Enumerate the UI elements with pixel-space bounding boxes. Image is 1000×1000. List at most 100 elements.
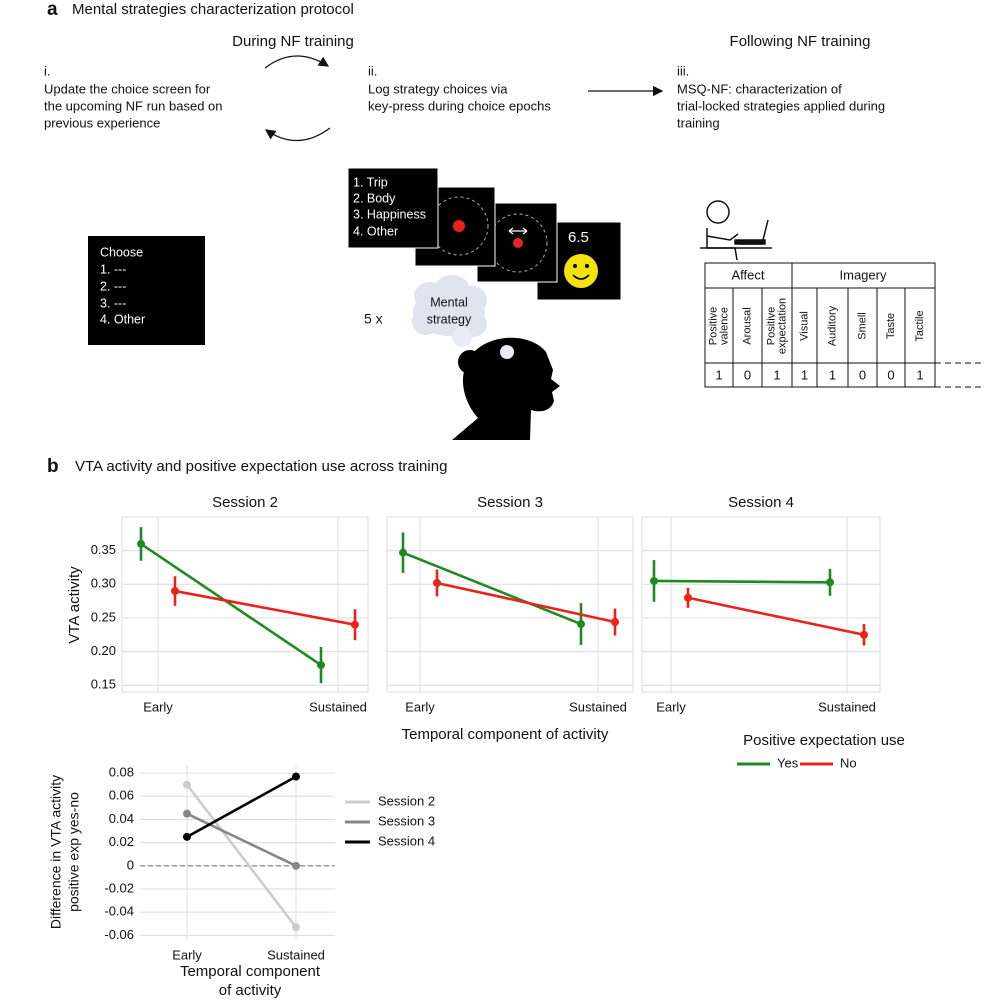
legend-label: Session 4 xyxy=(378,833,435,848)
table-group: Affect xyxy=(731,267,764,282)
cloud-text: Mental xyxy=(430,295,468,309)
strategy-screen xyxy=(347,167,439,249)
y-axis-label: Difference in VTA activity xyxy=(48,775,64,929)
step-text: trial-locked strategies applied during xyxy=(677,98,885,113)
table-column: Tactile xyxy=(914,310,926,341)
point xyxy=(433,578,441,587)
cycle-arrow xyxy=(264,127,331,142)
y-tick-label: 0.06 xyxy=(109,788,134,803)
step-text: the upcoming NF run based on xyxy=(44,98,223,113)
y-tick-label: 0.08 xyxy=(109,765,134,780)
screen-text: 1. --- xyxy=(100,262,126,276)
series-line xyxy=(186,812,297,868)
table-cell: 1 xyxy=(715,367,722,382)
series-line xyxy=(186,775,297,838)
smiley-eye xyxy=(573,264,577,268)
heading: Following NF training xyxy=(730,33,871,50)
series-line xyxy=(140,542,322,667)
panel-title: Mental strategies characterization proto… xyxy=(72,1,354,18)
y-tick-label: 0.35 xyxy=(91,542,116,557)
table-column: valence xyxy=(718,307,730,345)
x-tick-label: Sustained xyxy=(309,699,367,714)
point xyxy=(399,548,407,557)
table-cell: 1 xyxy=(916,367,923,382)
table-column: expectation xyxy=(776,298,788,354)
step-number: i. xyxy=(44,63,51,78)
point xyxy=(292,861,300,870)
y-axis-label: VTA activity xyxy=(66,566,83,644)
feedback-value: 6.5 xyxy=(568,229,589,246)
y-axis-label: positive exp yes-no xyxy=(66,792,82,912)
table-group: Imagery xyxy=(840,267,887,282)
table-grid xyxy=(704,262,985,388)
series-line xyxy=(436,581,616,624)
smiley xyxy=(564,254,598,288)
table-column: Positive xyxy=(707,307,719,346)
table-column: Taste xyxy=(885,313,897,339)
table-cell: 1 xyxy=(773,367,780,382)
legend-title: Positive expectation use xyxy=(743,732,905,749)
y-tick-label: 0.30 xyxy=(91,576,116,591)
point xyxy=(611,618,619,626)
cloud-text: strategy xyxy=(427,312,472,326)
target-dot xyxy=(453,220,465,232)
table-cell: 1 xyxy=(829,367,836,382)
screen-text: 3. Happiness xyxy=(353,207,426,221)
point xyxy=(684,593,692,602)
plot-frame xyxy=(641,516,881,693)
y-tick-label: 0.02 xyxy=(109,834,134,849)
cycle-arrow xyxy=(264,55,330,69)
x-axis-label: of activity xyxy=(219,982,282,999)
step-text: Log strategy choices via xyxy=(368,81,508,96)
series-line xyxy=(653,579,831,584)
point xyxy=(183,809,191,818)
screen-text: 2. --- xyxy=(100,279,126,293)
table-cell: 0 xyxy=(859,367,866,382)
legend-label: Session 3 xyxy=(378,813,435,828)
point xyxy=(137,539,145,548)
point xyxy=(292,772,300,781)
plot-frame xyxy=(386,516,634,693)
x-axis-label: Temporal component xyxy=(180,963,321,980)
thought-bubble xyxy=(500,345,514,359)
x-tick-label: Sustained xyxy=(267,947,325,962)
point xyxy=(860,630,868,639)
chart-title: Session 4 xyxy=(728,494,794,511)
screen-text: 1. Trip xyxy=(353,175,388,189)
y-tick-label: 0.20 xyxy=(91,643,116,658)
point xyxy=(351,620,359,629)
step-text: MSQ-NF: characterization of xyxy=(677,81,842,96)
x-tick-label: Early xyxy=(172,947,202,962)
y-tick-label: 0 xyxy=(127,857,134,872)
ponytail xyxy=(458,350,482,374)
y-tick-label: -0.02 xyxy=(104,880,134,895)
y-tick-label: -0.06 xyxy=(104,927,134,942)
chart-title: Session 3 xyxy=(477,494,543,511)
thought-cloud xyxy=(412,275,487,337)
point xyxy=(183,832,191,841)
y-tick-label: 0.15 xyxy=(91,677,116,692)
screen-text: 4. Other xyxy=(100,312,145,326)
x-tick-label: Early xyxy=(656,699,686,714)
step-text: key-press during choice epochs xyxy=(368,98,551,113)
table-cell: 0 xyxy=(887,367,894,382)
point xyxy=(183,780,191,789)
x-tick-label: Early xyxy=(143,699,173,714)
thought-bubble xyxy=(452,327,472,347)
legend-label: Yes xyxy=(777,755,799,770)
table-column: Arousal xyxy=(741,307,753,344)
person-icon xyxy=(700,200,772,261)
screen-text: 3. --- xyxy=(100,296,126,310)
panel-title: VTA activity and positive expectation us… xyxy=(75,458,447,475)
point xyxy=(171,587,179,596)
screen-text: 4. Other xyxy=(353,224,398,238)
heading: During NF training xyxy=(232,33,354,50)
plot-frame xyxy=(121,516,369,693)
table-column: Auditory xyxy=(826,305,838,346)
screen-text: 2. Body xyxy=(353,191,396,205)
repeat-label: 5 x xyxy=(364,311,383,327)
choice-screen xyxy=(88,236,205,345)
step-text: previous experience xyxy=(44,115,160,130)
panel-label: b xyxy=(47,456,59,477)
